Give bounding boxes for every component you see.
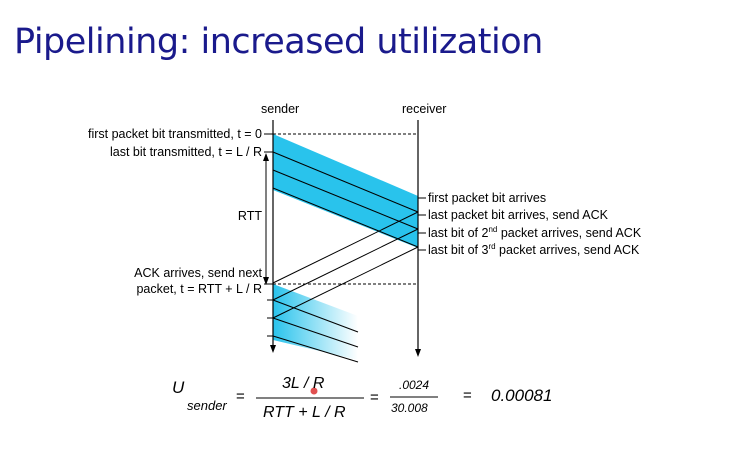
- second-packet-arrives-label: last bit of 2nd packet arrives, send ACK: [428, 225, 642, 241]
- formula-equals-1: =: [236, 388, 245, 405]
- formula-numerator-2: .0024: [399, 378, 430, 392]
- formula-result: 0.00081: [491, 386, 553, 405]
- rtt-arrow-down: [263, 277, 269, 285]
- ack-line-1: [272, 211, 419, 284]
- rtt-label: RTT: [237, 209, 262, 223]
- receiver-arrowhead: [415, 349, 421, 357]
- next-packet-line-1: [272, 299, 359, 333]
- packet-divider-1: [272, 151, 419, 213]
- receiver-label: receiver: [402, 102, 447, 116]
- sender-arrowhead: [270, 345, 276, 353]
- next-packets-fading: [273, 284, 358, 360]
- formula-numerator: 3L / R: [282, 375, 325, 392]
- packets-in-flight: [273, 134, 418, 248]
- ack-line-3: [272, 246, 419, 319]
- rtt-arrow-up: [263, 153, 269, 161]
- formula-subscript-sender: sender: [187, 398, 227, 413]
- formula-equals-3: =: [463, 387, 472, 404]
- formula-denominator-2: 30.008: [391, 401, 428, 415]
- first-bit-transmitted-label: first packet bit transmitted, t = 0: [87, 127, 262, 141]
- formula-equals-2: =: [370, 389, 379, 406]
- last-bit-transmitted-label: last bit transmitted, t = L / R: [109, 145, 262, 159]
- formula-denominator: RTT + L / R: [263, 404, 346, 421]
- first-bit-arrives-label: first packet bit arrives: [428, 191, 547, 205]
- ack-line-2: [272, 228, 419, 301]
- last-bit-arrives-label: last packet bit arrives, send ACK: [428, 208, 608, 222]
- packet-divider-2: [272, 169, 419, 230]
- sender-label: sender: [261, 102, 300, 116]
- slide-title: Pipelining: increased utilization: [14, 22, 543, 62]
- ack-arrives-label-line2: packet, t = RTT + L / R: [136, 282, 262, 296]
- ack-arrives-label-line1: ACK arrives, send next: [134, 266, 262, 280]
- next-packet-line-2: [272, 317, 359, 348]
- third-packet-arrives-label: last bit of 3rd packet arrives, send ACK: [428, 242, 640, 258]
- pointer-dot: [310, 387, 318, 395]
- next-packet-line-3: [272, 335, 359, 363]
- packet-divider-3: [272, 187, 419, 248]
- formula-U: U: [172, 378, 185, 397]
